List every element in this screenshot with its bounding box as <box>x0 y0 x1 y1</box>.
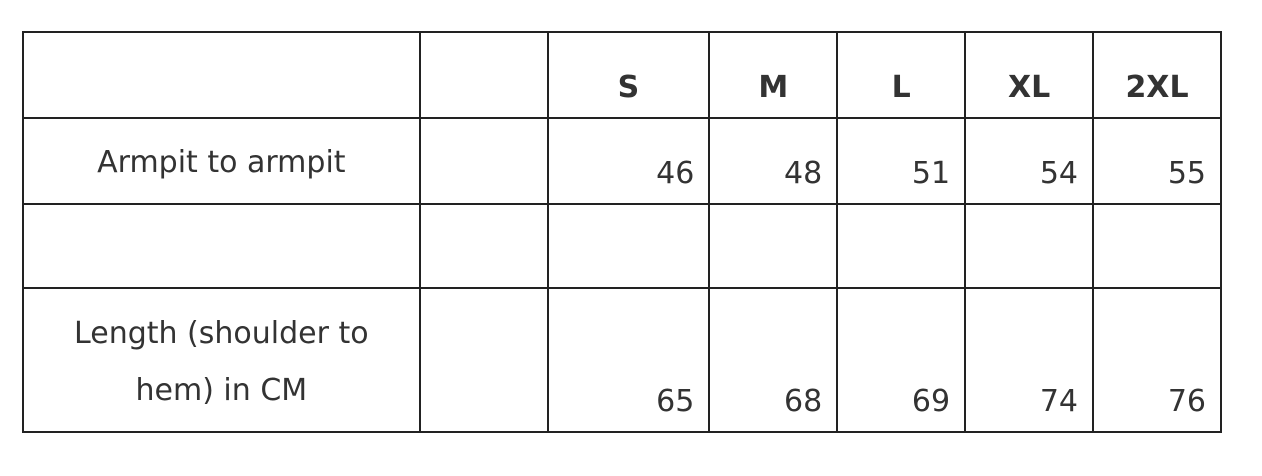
value-cell: 69 <box>836 287 967 433</box>
size-chart-table: S M L XL 2XL Armpit to armpit 46 48 51 5… <box>22 31 1222 433</box>
value-cell: 54 <box>964 117 1095 205</box>
header-size-2xl: 2XL <box>1092 31 1222 119</box>
header-size-l: L <box>836 31 967 119</box>
header-cell <box>22 31 421 119</box>
value-cell: 74 <box>964 287 1095 433</box>
header-cell <box>418 31 549 119</box>
header-size-xl: XL <box>964 31 1095 119</box>
row-label <box>22 203 421 289</box>
value-cell: 55 <box>1092 117 1222 205</box>
header-size-m: M <box>708 31 839 119</box>
row-label: Armpit to armpit <box>22 117 421 205</box>
empty-cell <box>418 117 549 205</box>
empty-cell <box>418 287 549 433</box>
header-row: S M L XL 2XL <box>22 31 1222 119</box>
table-row: Armpit to armpit 46 48 51 54 55 <box>22 117 1222 205</box>
value-cell <box>964 203 1095 289</box>
table-row <box>22 203 1222 289</box>
value-cell <box>708 203 839 289</box>
value-cell: 76 <box>1092 287 1222 433</box>
value-cell: 51 <box>836 117 967 205</box>
row-label: Length (shoulder to hem) in CM <box>22 287 421 433</box>
value-cell: 65 <box>546 287 711 433</box>
empty-cell <box>418 203 549 289</box>
table-row: Length (shoulder to hem) in CM 65 68 69 … <box>22 287 1222 433</box>
header-size-s: S <box>546 31 711 119</box>
value-cell: 48 <box>708 117 839 205</box>
value-cell: 68 <box>708 287 839 433</box>
value-cell <box>1092 203 1222 289</box>
value-cell: 46 <box>546 117 711 205</box>
value-cell <box>546 203 711 289</box>
value-cell <box>836 203 967 289</box>
